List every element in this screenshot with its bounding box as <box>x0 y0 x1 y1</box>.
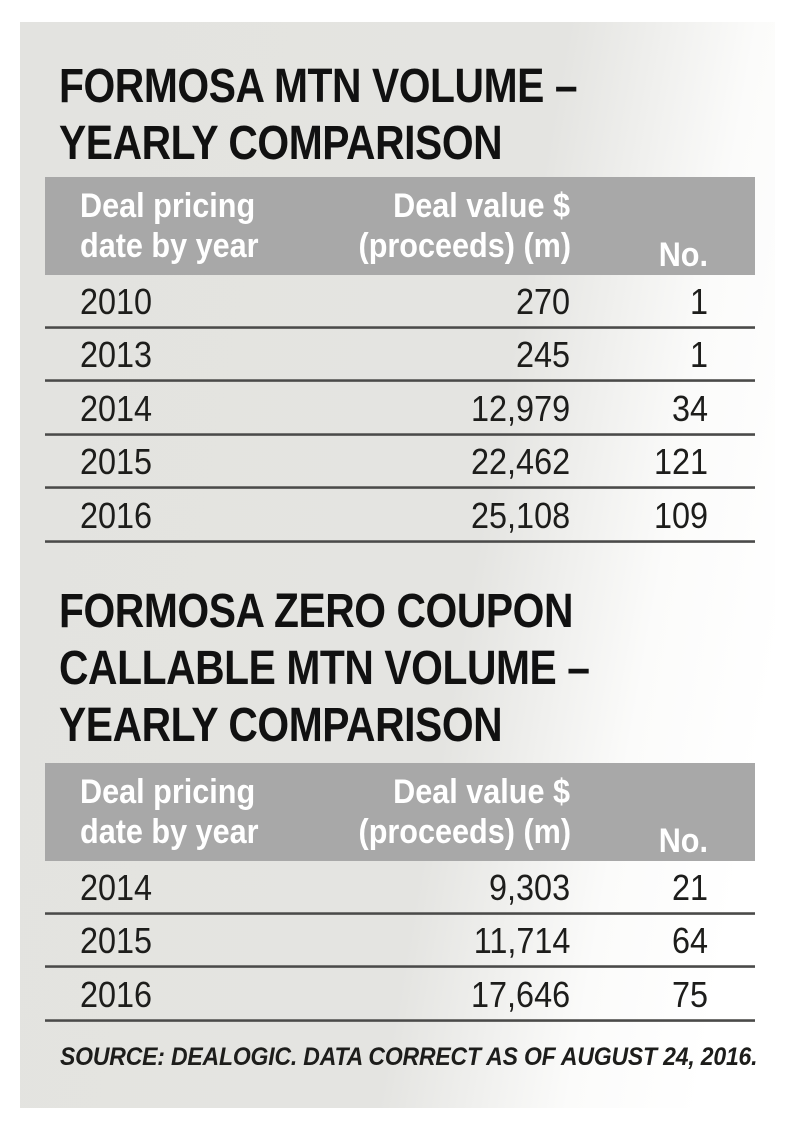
count-cell: 1 <box>689 334 708 376</box>
table2-header-value-column: Deal value $ (proceeds) (m) <box>358 773 572 851</box>
year-cell: 2015 <box>80 920 153 962</box>
value-cell: 11,714 <box>473 920 570 962</box>
count-cell: 34 <box>671 387 708 429</box>
value-cell: 22,462 <box>470 441 570 483</box>
table-row: 2016 17,646 75 <box>45 968 755 1022</box>
table-row: 2015 11,714 64 <box>45 915 755 969</box>
table1-title-line1: FORMOSA MTN VOLUME – <box>59 60 578 113</box>
table1-title: FORMOSA MTN VOLUME – YEARLY COMPARISON <box>59 58 578 172</box>
table2-header-year-column: Deal pricing date by year <box>80 773 259 851</box>
table2-header-row: Deal pricing date by year Deal value $ (… <box>45 763 755 861</box>
table1-header-value-column: Deal value $ (proceeds) (m) <box>358 187 572 265</box>
table2-body: 2014 9,303 21 2015 11,714 64 2016 17,646… <box>45 861 755 1022</box>
value-cell: 9,303 <box>488 866 570 908</box>
value-cell: 245 <box>515 334 570 376</box>
table-row: 2010 270 1 <box>45 275 755 329</box>
table2-title-line3: YEARLY COMPARISON <box>59 699 503 752</box>
table2-header-count-column: No. <box>658 822 708 860</box>
table1-header-count-column: No. <box>658 236 708 274</box>
table1-body: 2010 270 1 2013 245 1 2014 12,979 34 201… <box>45 275 755 543</box>
year-cell: 2014 <box>80 387 153 429</box>
year-cell: 2010 <box>80 280 153 322</box>
count-cell: 21 <box>671 866 708 908</box>
year-cell: 2016 <box>80 973 153 1015</box>
year-cell: 2014 <box>80 866 153 908</box>
table-row: 2014 9,303 21 <box>45 861 755 915</box>
table2-title: FORMOSA ZERO COUPON CALLABLE MTN VOLUME … <box>59 583 590 754</box>
value-cell: 17,646 <box>470 973 570 1015</box>
infographic-card: FORMOSA MTN VOLUME – YEARLY COMPARISON D… <box>20 22 775 1108</box>
table2-title-line2: CALLABLE MTN VOLUME – <box>59 642 590 695</box>
count-cell: 109 <box>653 494 708 536</box>
table-row: 2014 12,979 34 <box>45 382 755 436</box>
table-row: 2013 245 1 <box>45 329 755 383</box>
year-cell: 2013 <box>80 334 153 376</box>
table1-header-row: Deal pricing date by year Deal value $ (… <box>45 177 755 275</box>
year-cell: 2015 <box>80 441 153 483</box>
count-cell: 1 <box>689 280 708 322</box>
value-cell: 25,108 <box>470 494 570 536</box>
count-cell: 121 <box>653 441 708 483</box>
table-row: 2016 25,108 109 <box>45 489 755 543</box>
table2-title-line1: FORMOSA ZERO COUPON <box>59 585 574 638</box>
count-cell: 64 <box>671 920 708 962</box>
table1-header-year-column: Deal pricing date by year <box>80 187 259 265</box>
table1-title-line2: YEARLY COMPARISON <box>59 117 503 170</box>
value-cell: 12,979 <box>470 387 570 429</box>
count-cell: 75 <box>671 973 708 1015</box>
value-cell: 270 <box>515 280 570 322</box>
year-cell: 2016 <box>80 494 153 536</box>
source-attribution: SOURCE: DEALOGIC. DATA CORRECT AS OF AUG… <box>60 1043 758 1071</box>
table-row: 2015 22,462 121 <box>45 436 755 490</box>
